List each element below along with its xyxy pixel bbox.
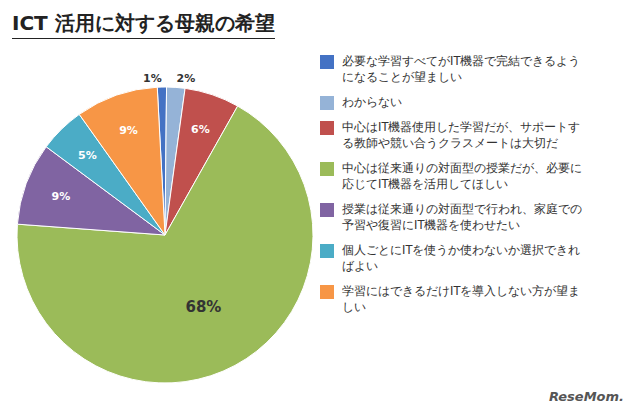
html-text:しい: しい — [342, 300, 366, 314]
svg-text:9%: 9% — [119, 124, 138, 137]
svg-text:9%: 9% — [52, 190, 71, 203]
html-text:学習にはできるだけITを導入しない方が望ま: 学習にはできるだけITを導入しない方が望ま — [342, 284, 581, 298]
html-text:予習や復習にIT機器を使わせたい: 予習や復習にIT機器を使わせたい — [342, 218, 521, 232]
svg-text:1%: 1% — [143, 72, 162, 85]
html-text:ばよい: ばよい — [342, 259, 378, 273]
html-text:わからない: わからない — [342, 95, 402, 109]
html-text:中心は従来通りの対面型の授業だが、必要に: 中心は従来通りの対面型の授業だが、必要に — [342, 161, 582, 175]
html-text:中心はIT機器使用した学習だが、サポートす: 中心はIT機器使用した学習だが、サポートす — [342, 120, 581, 134]
html-text:になることが望ましい: になることが望ましい — [342, 70, 462, 84]
html-text:る教師や競い合うクラスメートは大切だ: る教師や競い合うクラスメートは大切だ — [342, 136, 558, 150]
svg-text:5%: 5% — [78, 149, 97, 162]
html-text:応じてIT機器を活用してほしい: 応じてIT機器を活用してほしい — [342, 177, 509, 191]
html-text:ICT 活用に対する母親の希望: ICT 活用に対する母親の希望 — [12, 11, 275, 35]
html-text:ReseMom.: ReseMom. — [548, 389, 624, 404]
svg-text:68%: 68% — [186, 298, 222, 316]
svg-text:2%: 2% — [176, 72, 195, 85]
html-text:個人ごとにITを使うか使わないか選択できれ: 個人ごとにITを使うか使わないか選択できれ — [342, 243, 581, 257]
html-text:授業は従来通りの対面型で行われ、家庭での: 授業は従来通りの対面型で行われ、家庭での — [342, 202, 582, 216]
html-text:必要な学習すべてがIT機器で完結できるよう: 必要な学習すべてがIT機器で完結できるよう — [342, 54, 581, 68]
svg-text:6%: 6% — [191, 123, 210, 136]
